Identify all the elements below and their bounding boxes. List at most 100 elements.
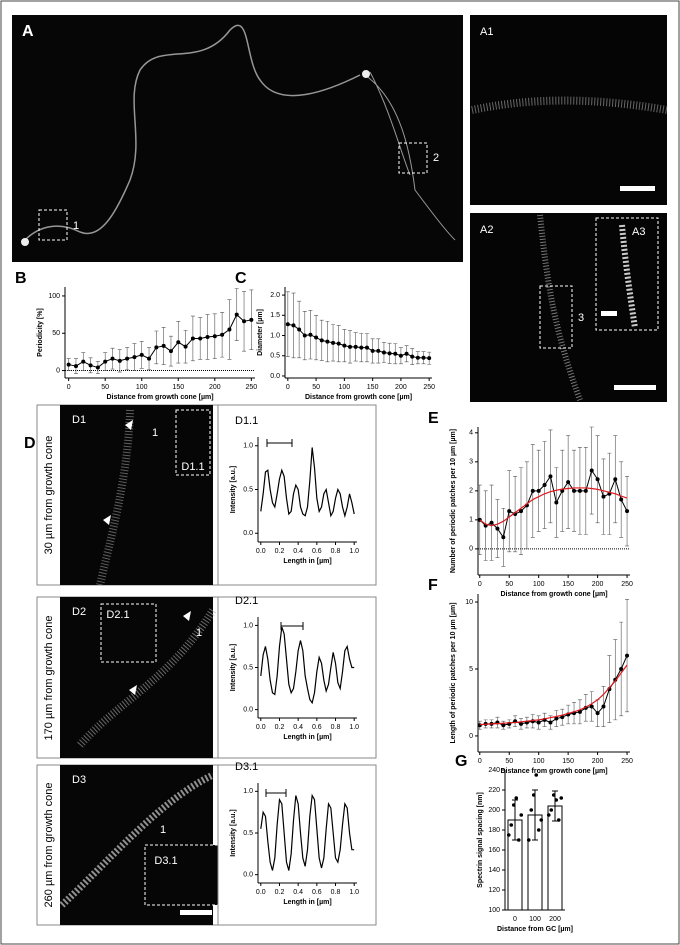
inset-label: D3.1: [154, 855, 177, 867]
data-point: [526, 838, 531, 842]
y-tick-label: 0.5: [243, 830, 253, 837]
x-tick-label: 0.0: [256, 889, 266, 896]
inset-label: 2: [433, 152, 439, 164]
marker: [589, 704, 594, 709]
scale-bar: [620, 186, 655, 191]
marker: [302, 333, 307, 338]
marker: [176, 340, 181, 345]
x-tick-label: 100: [339, 384, 351, 391]
line: [479, 487, 628, 527]
growth-cone: [21, 238, 29, 246]
data-point: [549, 808, 554, 812]
y-tick-label: 1.0: [243, 443, 253, 450]
x-tick-label: 0.0: [256, 724, 266, 731]
marker: [297, 327, 302, 332]
plot-frame: [217, 596, 377, 759]
marker: [291, 323, 296, 328]
neurite: [471, 96, 668, 114]
neurite: [59, 771, 215, 908]
x-tick-label: 0: [478, 581, 482, 588]
x-axis-title: Distance from growth cone [µm]: [500, 768, 607, 775]
y-tick-label: 1.5: [270, 312, 280, 319]
marker: [542, 483, 547, 488]
x-tick-label: 50: [312, 384, 320, 391]
neurite: [364, 71, 456, 241]
y-axis-title: Length of periodic patches per 10 µm [µm…: [450, 602, 457, 743]
arrowhead: [125, 420, 133, 430]
marker: [376, 348, 381, 353]
caption: 170 µm from growth cone: [43, 616, 55, 741]
line: [260, 626, 355, 705]
scale-bar: [601, 311, 617, 316]
marker: [554, 500, 559, 505]
y-tick-label: 50: [52, 330, 60, 337]
marker: [359, 345, 364, 350]
plot-frame: [217, 764, 377, 926]
data-point: [506, 833, 511, 837]
marker: [325, 339, 330, 344]
marker: [234, 312, 239, 317]
x-tick-label: 0.6: [312, 548, 322, 555]
marker: [88, 363, 93, 368]
marker: [548, 474, 553, 479]
marker: [168, 349, 173, 354]
y-axis-title: Periodicity [%]: [37, 308, 44, 357]
data-point: [556, 818, 561, 822]
marker: [212, 334, 217, 339]
image-label: A1: [480, 26, 493, 38]
line: [260, 793, 355, 871]
marker: [249, 317, 254, 322]
y-tick-label: 240: [488, 767, 500, 774]
marker: [421, 355, 426, 360]
marker: [342, 343, 347, 348]
x-axis-title: Length in [µm]: [283, 899, 331, 906]
x-tick-label: 250: [621, 581, 633, 588]
y-tick-label: 160: [488, 847, 500, 854]
inset-box: [100, 603, 157, 663]
y-tick-label: 140: [488, 867, 500, 874]
marker: [619, 666, 624, 671]
y-tick-label: 1: [469, 517, 473, 524]
y-tick-label: 4: [469, 430, 473, 437]
marker: [536, 720, 541, 725]
marker: [319, 338, 324, 343]
y-tick-label: 5: [469, 666, 473, 673]
y-tick-label: 2: [469, 488, 473, 495]
chart-title: D1.1: [235, 415, 258, 427]
x-tick-label: 0.8: [331, 548, 341, 555]
x-tick-label: 0: [478, 758, 482, 765]
image-label: D3: [72, 774, 86, 786]
inset-label: D2.1: [106, 609, 129, 621]
caption: 30 µm from growth cone: [43, 436, 55, 555]
image-label: D2: [72, 606, 86, 618]
x-tick-label: 1.0: [349, 548, 359, 555]
marker: [589, 468, 594, 473]
x-axis-title: Length in [µm]: [283, 734, 331, 741]
x-tick-label: 0: [67, 384, 71, 391]
bar: [547, 805, 563, 911]
marker: [398, 353, 403, 358]
inset-label: A3: [632, 226, 645, 238]
marker: [548, 720, 553, 725]
marker: [519, 509, 524, 514]
x-tick-label: 0.4: [293, 889, 303, 896]
marker: [595, 477, 600, 482]
x-tick-label: 100: [136, 384, 148, 391]
marker: [410, 354, 415, 359]
marker: [501, 535, 506, 540]
x-axis-title: Length in [µm]: [283, 558, 331, 565]
y-axis-title: Intensity [a.u.]: [230, 466, 237, 513]
marker: [198, 336, 203, 341]
marker: [601, 494, 606, 499]
inset-box: [38, 209, 68, 241]
panel-letter: E: [428, 410, 439, 427]
neurite: [619, 224, 638, 329]
x-tick-label: 150: [172, 384, 184, 391]
x-tick-label: 150: [562, 758, 574, 765]
marker: [566, 480, 571, 485]
data-point: [554, 798, 559, 802]
neurite: [77, 607, 217, 748]
data-point: [536, 828, 541, 832]
marker: [81, 359, 86, 364]
